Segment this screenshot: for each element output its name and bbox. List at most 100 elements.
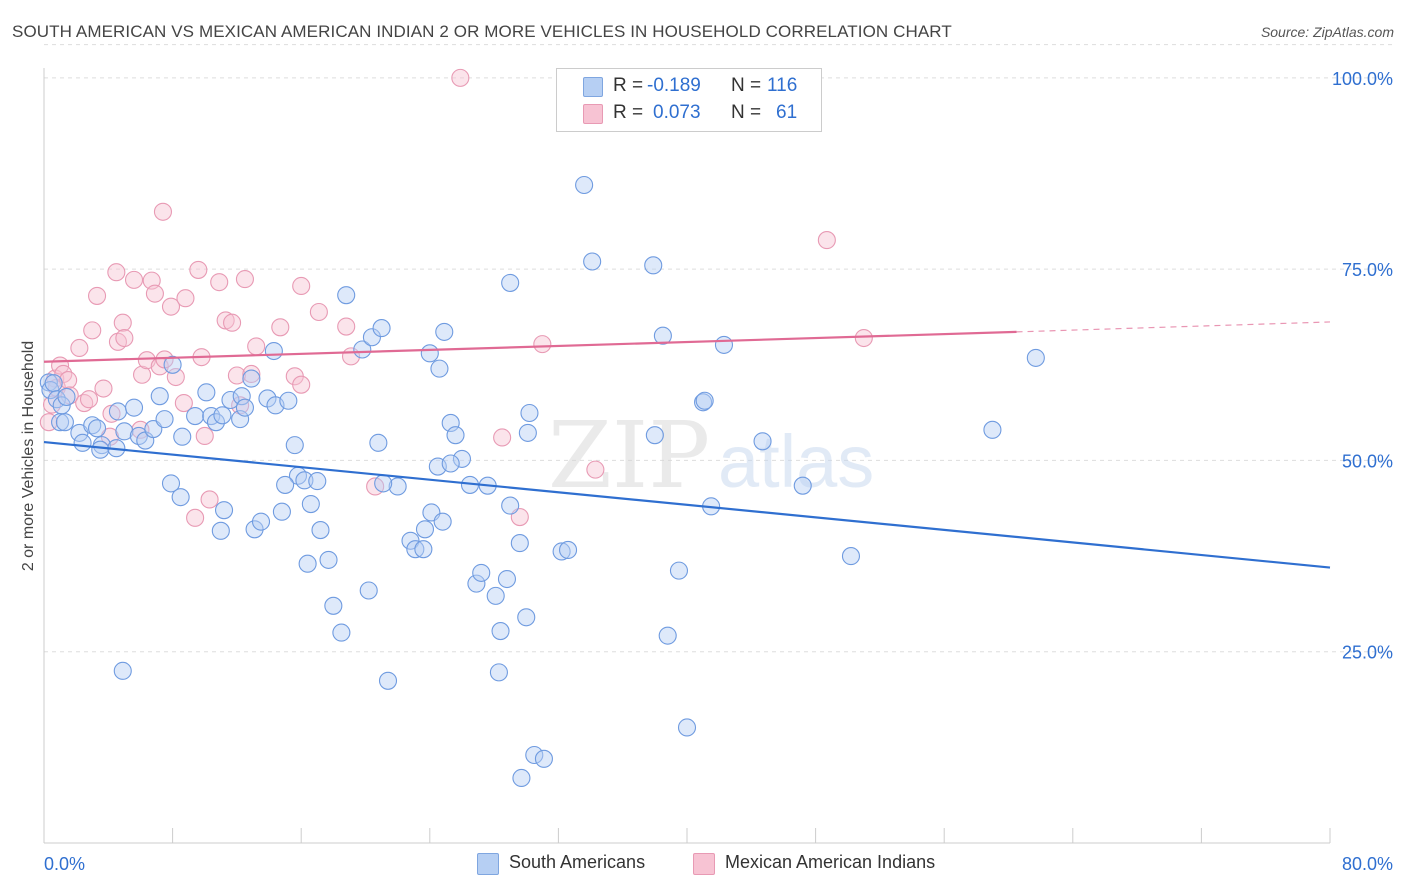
- data-point-south-americans: [420, 344, 439, 363]
- data-point-south-americans: [173, 427, 192, 446]
- data-point-south-americans: [446, 426, 465, 445]
- legend-r-label: R =: [613, 102, 644, 123]
- data-point-south-americans: [653, 326, 672, 345]
- data-point-south-americans: [467, 574, 486, 593]
- data-point-south-americans: [186, 407, 205, 426]
- data-point-mexican-american-indians: [337, 317, 356, 336]
- data-point-mexican-american-indians: [133, 365, 152, 384]
- data-point-south-americans: [319, 550, 338, 569]
- data-point-south-americans: [510, 534, 529, 553]
- data-point-south-americans: [520, 403, 539, 423]
- x-tick-label-min: 0.0%: [44, 854, 85, 874]
- data-point-south-americans: [83, 416, 102, 435]
- data-point-south-americans: [695, 391, 714, 410]
- data-point-south-americans: [163, 355, 182, 374]
- data-point-mexican-american-indians: [189, 260, 208, 279]
- data-point-mexican-american-indians: [107, 263, 126, 282]
- data-point-south-americans: [517, 608, 536, 627]
- data-point-south-americans: [150, 387, 169, 406]
- data-point-south-americans: [87, 419, 107, 438]
- data-point-south-americans: [211, 521, 230, 540]
- legend-r-value: -0.189: [647, 75, 701, 96]
- data-point-mexican-american-indians: [493, 428, 512, 447]
- watermark: ZIP atlas: [548, 402, 874, 509]
- legend-n-label: N =: [731, 102, 762, 123]
- data-point-south-americans: [272, 502, 291, 521]
- x-tick-labels: 0.0% 80.0%: [44, 854, 1393, 874]
- data-point-mexican-american-indians: [227, 366, 246, 385]
- data-point-south-americans: [534, 749, 553, 768]
- data-point-south-americans: [295, 471, 314, 490]
- bottom-legend-label: Mexican American Indians: [725, 852, 936, 872]
- data-point-south-americans: [124, 398, 144, 417]
- data-point-mexican-american-indians: [124, 270, 144, 289]
- data-point-south-americans: [55, 413, 74, 432]
- data-point-south-americans: [558, 540, 578, 560]
- data-point-south-americans: [221, 390, 240, 410]
- data-point-south-americans: [91, 440, 110, 459]
- stats-legend: R = -0.189 N = 116 R = 0.073 N = 61: [556, 68, 822, 132]
- data-point-south-americans: [206, 413, 226, 432]
- data-point-south-americans: [51, 413, 70, 432]
- trend-line-mexican-american-indians: [43, 330, 1017, 363]
- data-point-mexican-american-indians: [87, 286, 107, 305]
- data-point-mexican-american-indians: [115, 328, 134, 348]
- data-point-mexican-american-indians: [145, 284, 164, 303]
- data-point-south-americans: [372, 319, 391, 338]
- data-point-south-americans: [435, 322, 454, 341]
- data-point-south-americans: [518, 423, 537, 442]
- legend-swatch-pink: [693, 853, 715, 875]
- data-point-mexican-american-indians: [292, 276, 311, 296]
- bottom-legend-label: South Americans: [509, 852, 646, 872]
- chart-title: SOUTH AMERICAN VS MEXICAN AMERICAN INDIA…: [12, 22, 952, 41]
- data-point-mexican-american-indians: [586, 460, 605, 479]
- series-south-americans: [39, 175, 1045, 788]
- data-point-south-americans: [235, 398, 254, 417]
- data-point-mexican-american-indians: [153, 202, 173, 221]
- data-point-south-americans: [311, 521, 330, 540]
- data-point-south-americans: [115, 422, 134, 441]
- data-point-south-americans: [501, 273, 520, 292]
- data-point-south-americans: [161, 474, 181, 493]
- data-point-south-americans: [279, 391, 298, 410]
- axes: [43, 68, 1331, 844]
- data-point-south-americans: [983, 420, 1002, 439]
- data-point-south-americans: [57, 387, 76, 406]
- data-point-south-americans: [430, 359, 449, 378]
- data-point-mexican-american-indians: [174, 394, 193, 413]
- data-point-south-americans: [793, 476, 812, 495]
- legend-swatch-blue: [583, 77, 603, 97]
- data-point-south-americans: [231, 410, 250, 429]
- data-point-south-americans: [753, 432, 772, 451]
- legend-n-label: N =: [731, 75, 762, 96]
- data-point-south-americans: [353, 340, 372, 359]
- data-point-mexican-american-indians: [70, 338, 89, 358]
- data-point-south-americans: [677, 718, 697, 737]
- data-point-mexican-american-indians: [113, 313, 132, 332]
- data-point-mexican-american-indians: [231, 396, 250, 415]
- data-point-mexican-american-indians: [54, 364, 73, 384]
- data-point-south-americans: [285, 436, 304, 455]
- data-point-south-americans: [452, 449, 472, 468]
- data-point-south-americans: [359, 581, 378, 600]
- data-point-mexican-american-indians: [854, 328, 873, 348]
- data-point-south-americans: [251, 512, 271, 531]
- data-point-mexican-american-indians: [210, 273, 229, 292]
- data-point-south-americans: [669, 561, 689, 580]
- data-point-south-americans: [308, 472, 327, 491]
- data-point-mexican-american-indians: [195, 426, 214, 446]
- legend-n-value: 116: [767, 75, 798, 96]
- data-point-south-americans: [73, 433, 92, 452]
- data-point-south-americans: [108, 402, 127, 421]
- data-point-mexican-american-indians: [817, 231, 836, 250]
- data-point-south-americans: [324, 596, 343, 615]
- legend-r-value: 0.073: [653, 102, 701, 123]
- data-point-south-americans: [276, 475, 295, 494]
- data-point-south-americans: [374, 474, 393, 493]
- trend-line-extension-mexican-american-indians: [1016, 321, 1331, 333]
- data-point-south-americans: [644, 256, 663, 275]
- legend-n-value: 61: [776, 102, 798, 123]
- data-point-south-americans: [388, 477, 407, 496]
- y-tick-label: 75.0%: [1342, 260, 1393, 280]
